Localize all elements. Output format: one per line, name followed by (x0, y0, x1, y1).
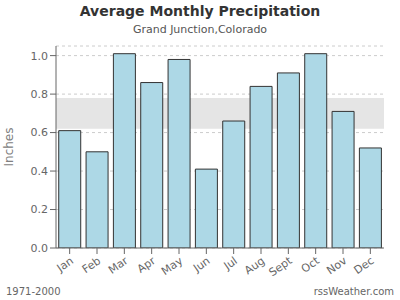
svg-text:Apr: Apr (135, 254, 158, 276)
svg-text:Mar: Mar (106, 254, 131, 277)
svg-text:Jul: Jul (221, 254, 240, 273)
html-text:rssWeather.com: rssWeather.com (313, 286, 394, 297)
svg-text:Jun: Jun (190, 254, 212, 275)
html-text:1971-2000: 1971-2000 (6, 286, 61, 297)
svg-text:Dec: Dec (352, 254, 377, 277)
svg-text:1.0: 1.0 (31, 50, 49, 63)
svg-text:0.2: 0.2 (31, 203, 49, 216)
svg-text:Oct: Oct (299, 254, 323, 276)
html-text:Average Monthly Precipitation: Average Monthly Precipitation (79, 3, 321, 19)
svg-text:Aug: Aug (242, 254, 267, 277)
svg-text:Jan: Jan (54, 254, 76, 275)
svg-text:Feb: Feb (80, 254, 103, 276)
svg-text:0.4: 0.4 (31, 165, 49, 178)
svg-text:0.0: 0.0 (31, 242, 49, 255)
svg-text:May: May (159, 254, 185, 278)
svg-text:Sept: Sept (267, 254, 296, 279)
svg-text:0.6: 0.6 (31, 126, 49, 139)
html-text:Grand Junction,Colorado: Grand Junction,Colorado (132, 23, 268, 36)
svg-text:Nov: Nov (324, 254, 349, 277)
svg-text:0.8: 0.8 (31, 88, 49, 101)
svg-text:Inches: Inches (8, 128, 16, 167)
